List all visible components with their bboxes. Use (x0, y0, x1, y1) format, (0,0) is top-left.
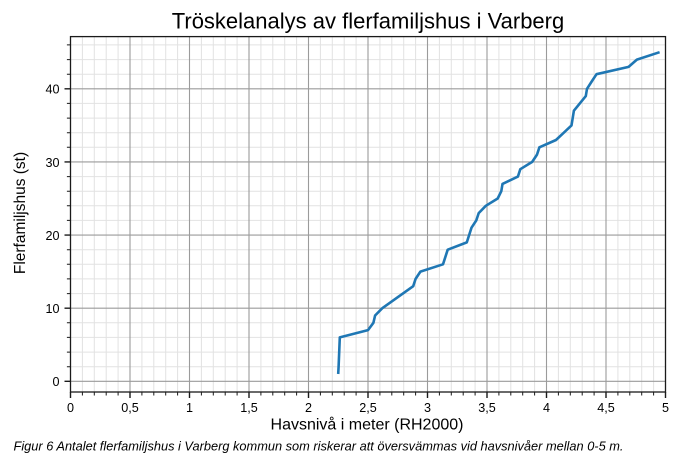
svg-text:2,5: 2,5 (359, 401, 377, 415)
svg-text:Flerfamiljshus (st): Flerfamiljshus (st) (12, 152, 29, 274)
svg-text:10: 10 (45, 302, 59, 316)
svg-text:0: 0 (67, 401, 74, 415)
svg-text:20: 20 (45, 229, 59, 243)
svg-text:Figur 6 Antalet flerfamiljshus: Figur 6 Antalet flerfamiljshus i Varberg… (14, 439, 624, 454)
svg-text:1: 1 (186, 401, 193, 415)
svg-text:Havsnivå i meter (RH2000): Havsnivå i meter (RH2000) (271, 416, 464, 434)
svg-text:0,5: 0,5 (121, 401, 139, 415)
svg-text:3,5: 3,5 (478, 401, 496, 415)
svg-text:4,5: 4,5 (597, 401, 615, 415)
svg-text:2: 2 (305, 401, 312, 415)
svg-text:3: 3 (424, 401, 431, 415)
svg-text:1,5: 1,5 (240, 401, 258, 415)
svg-text:4: 4 (543, 401, 550, 415)
svg-text:30: 30 (45, 156, 59, 170)
svg-text:40: 40 (45, 83, 59, 97)
svg-text:5: 5 (662, 401, 669, 415)
svg-text:0: 0 (52, 375, 59, 389)
svg-text:Tröskelanalys av flerfamiljshu: Tröskelanalys av flerfamiljshus i Varber… (172, 8, 564, 33)
